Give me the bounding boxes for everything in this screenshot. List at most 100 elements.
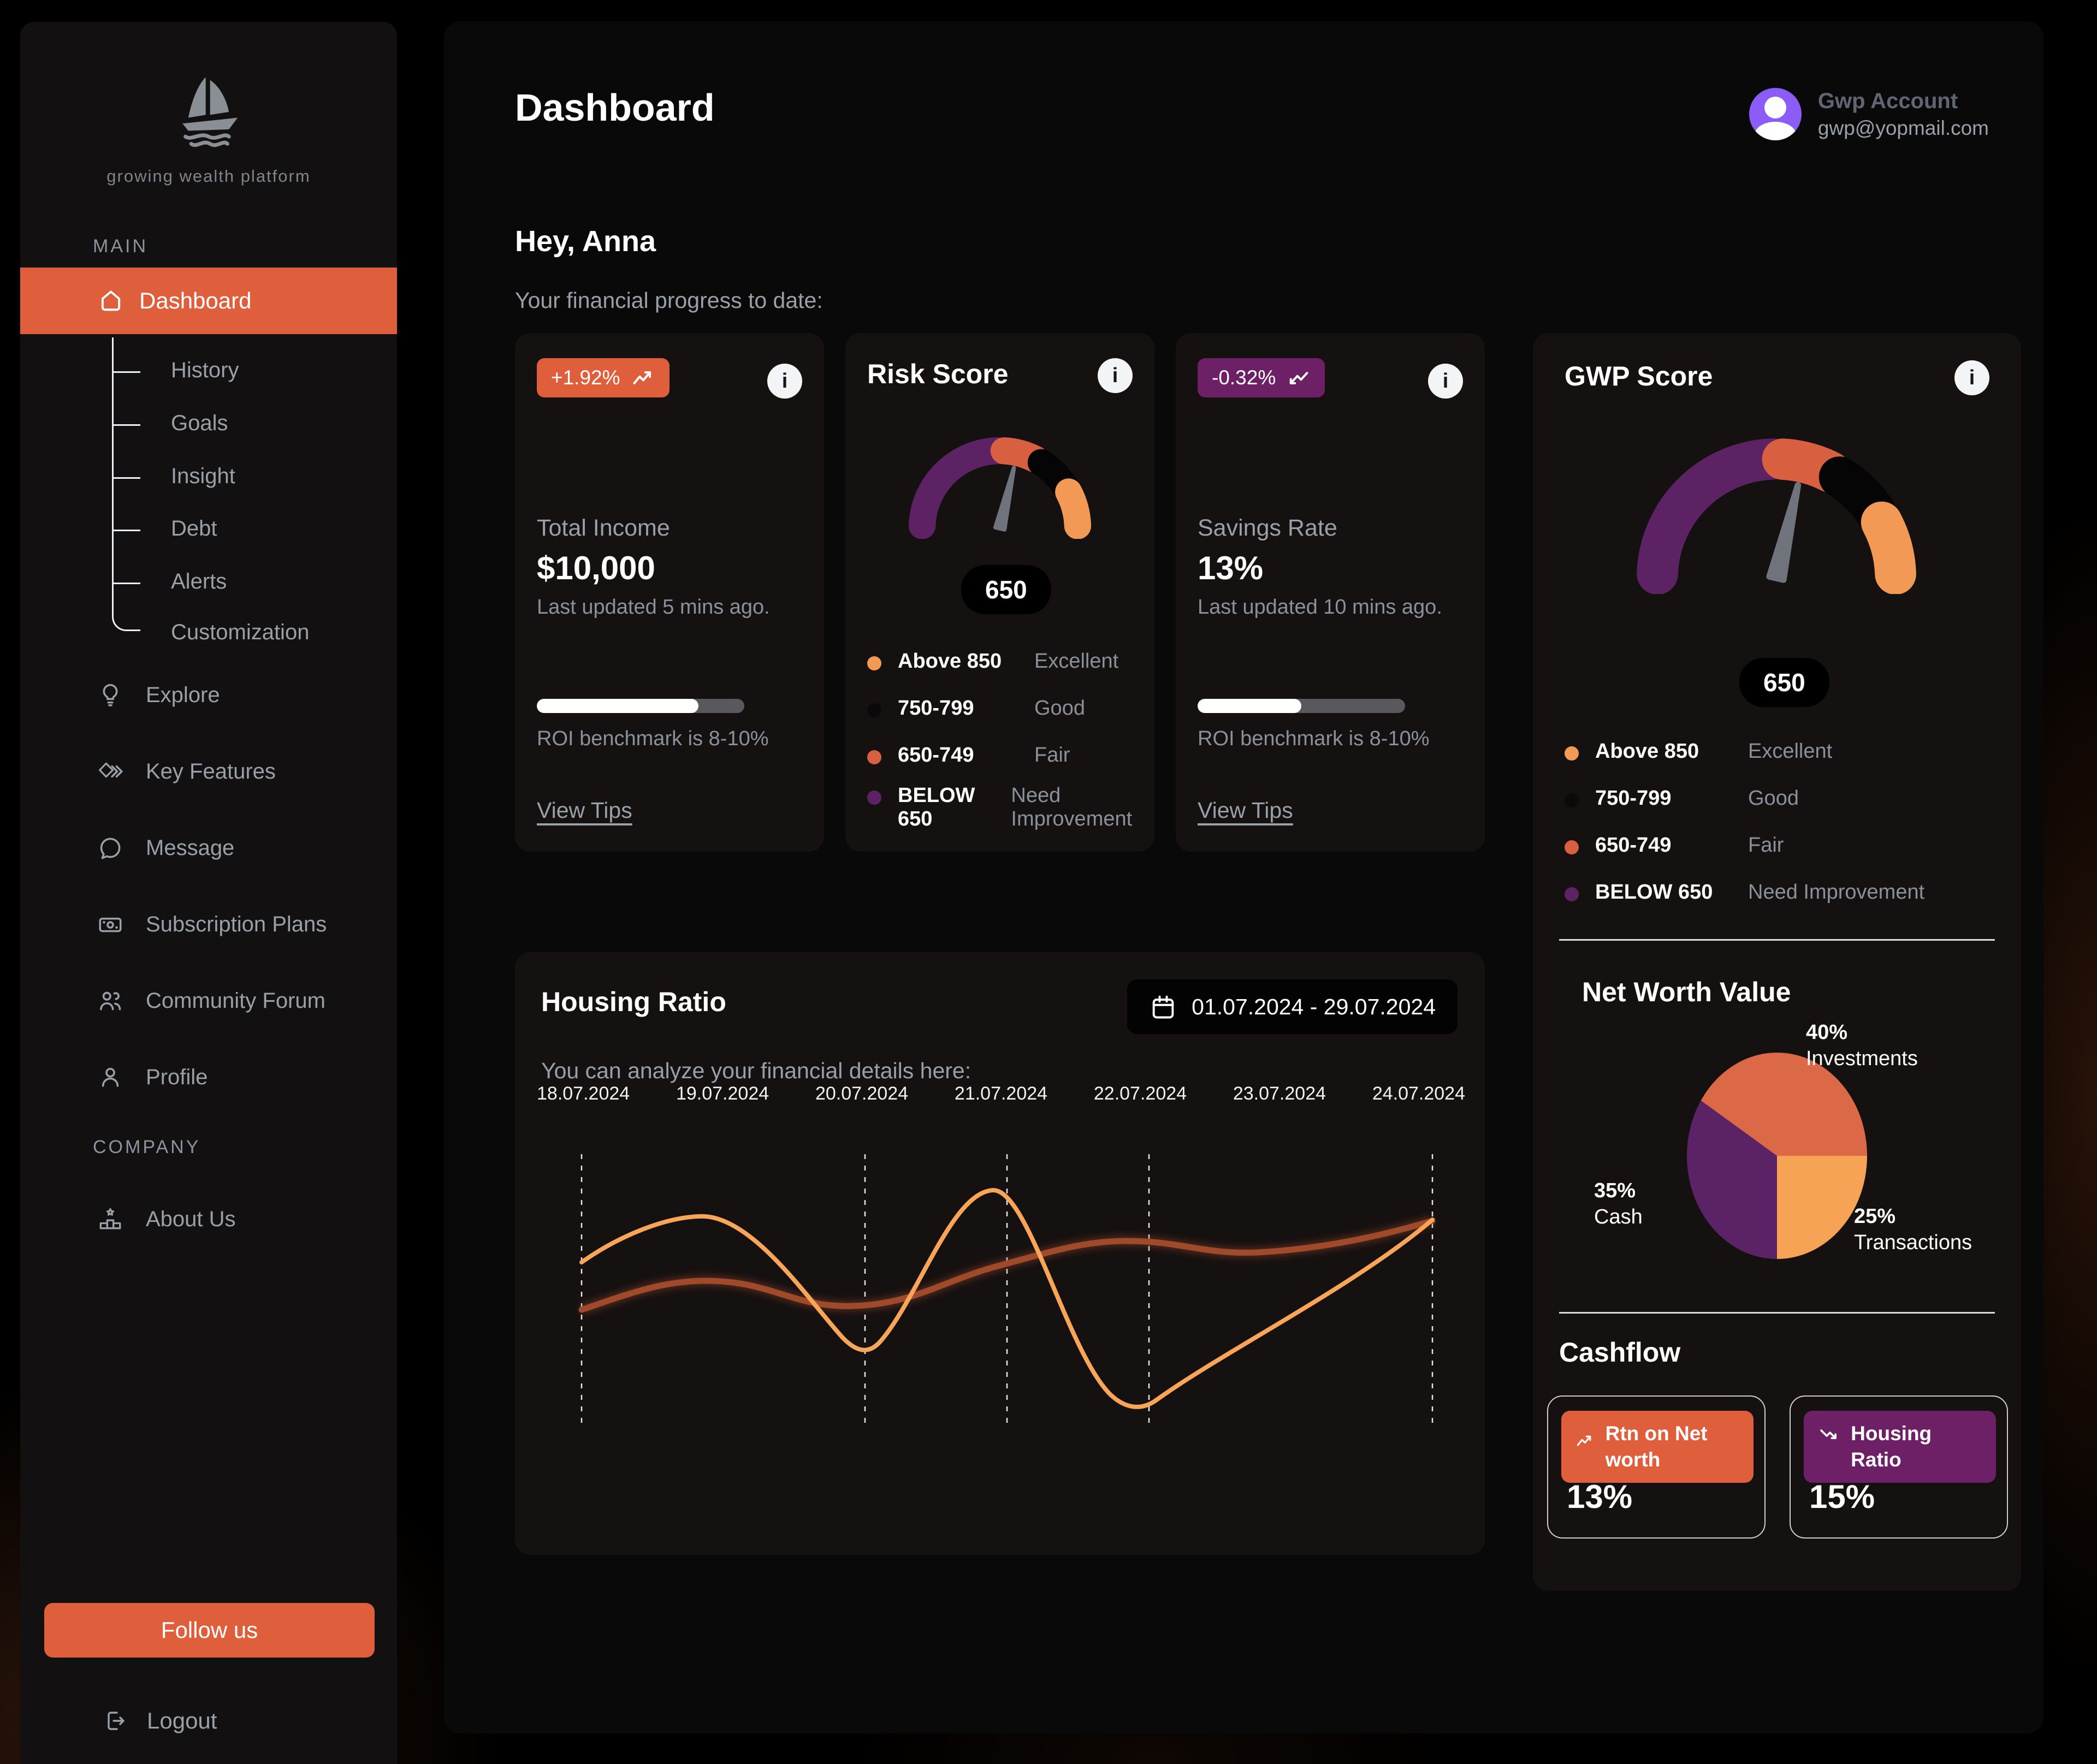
legend-dot [1565,840,1579,854]
risk-score-value: 650 [961,565,1051,614]
chat-bubble-icon [100,838,121,859]
account-email: gwp@yopmail.com [1817,116,1989,139]
net-worth-title: Net Worth Value [1582,977,1791,1007]
brand-name: growing wealth platform [106,167,311,186]
x-tick: 23.07.2024 [1233,1083,1326,1104]
income-value: $10,000 [537,550,655,586]
income-progress-bar [537,699,744,713]
pie-label-cash: 35% Cash [1594,1179,1643,1228]
follow-us-button[interactable]: Follow us [44,1603,375,1658]
legend-item: 650-749 Fair [1565,834,1784,857]
pie-label-transactions: 25% Transactions [1854,1205,1972,1254]
trend-down-icon [1820,1429,1837,1439]
housing-ratio-title: Housing Ratio [541,987,726,1017]
sidebar-item-key-features[interactable]: Key Features [97,758,276,785]
net-worth-pie-chart [1687,1053,1867,1259]
sidebar-item-customization[interactable]: Customization [171,620,310,644]
total-income-card: +1.92% i Total Income $10,000 Last updat… [515,333,824,852]
legend-item: Above 850 Excellent [1565,740,1832,763]
info-icon[interactable]: i [1428,364,1463,399]
tree-tick [112,371,140,373]
logout-icon [108,1712,125,1730]
divider [1559,1312,1995,1314]
housing-ratio-line-chart [578,1154,1436,1424]
sidebar-item-about-us[interactable]: About Us [97,1205,236,1233]
sidebar-item-dashboard[interactable]: Dashboard [20,268,397,334]
sailboat-icon [182,77,238,147]
savings-value: 13% [1198,550,1264,586]
brand-logo: growing wealth platform [20,66,397,186]
user-icon [102,1067,119,1087]
x-tick: 19.07.2024 [676,1083,769,1104]
pie-label-investments: 40% Investments [1806,1021,1918,1070]
calendar-icon [1152,995,1174,1019]
risk-score-card: Risk Score i 650 Above 850 Excellent 750… [845,333,1154,852]
menu-label: Explore [146,682,220,707]
sidebar-item-community-forum[interactable]: Community Forum [97,987,325,1014]
gwp-score-title: GWP Score [1565,361,1713,391]
housing-badge: Housing Ratio [1804,1411,1996,1483]
trend-up-icon [633,371,651,384]
savings-benchmark: ROI benchmark is 8-10% [1198,727,1430,750]
view-tips-link[interactable]: View Tips [1198,798,1293,823]
housing-ratio-card: Housing Ratio 01.07.2024 - 29.07.2024 Yo… [515,952,1485,1555]
return-value: 13% [1567,1478,1633,1515]
trend-up-icon [1577,1435,1591,1446]
income-updated: Last updated 5 mins ago. [537,596,770,619]
sidebar-item-subscription-plans[interactable]: Subscription Plans [97,911,327,938]
divider [1559,939,1995,941]
sidebar-item-insight[interactable]: Insight [171,464,235,488]
income-change-badge: +1.92% [537,358,670,397]
logout-button[interactable]: Logout [102,1708,217,1734]
view-tips-link[interactable]: View Tips [537,798,632,823]
return-badge: Rtn on Net worth [1561,1411,1754,1483]
avatar [1749,88,1802,140]
cashflow-title: Cashflow [1559,1337,1681,1368]
home-icon [101,290,121,311]
savings-progress-bar [1198,699,1405,713]
subnav-tree-curve [112,579,140,631]
series-dark [578,1217,1436,1313]
podium-icon [99,1208,121,1230]
info-icon[interactable]: i [1954,360,1989,395]
menu-label: About Us [146,1207,236,1231]
main-content: Dashboard Gwp Account gwp@yopmail.com He… [444,21,2043,1733]
legend-item: 750-799 Good [1565,787,1799,810]
account-name: Gwp Account [1817,88,1958,113]
menu-label: Community Forum [146,988,325,1013]
legend-item: BELOW 650 Need Improvement [867,784,1140,831]
cashflow-housing-card[interactable]: Housing Ratio 15% [1790,1395,2008,1539]
menu-label: Message [146,835,235,860]
x-tick: 18.07.2024 [537,1083,630,1104]
sidebar-item-goals[interactable]: Goals [171,411,228,435]
x-tick: 20.07.2024 [815,1083,909,1104]
sidebar-item-debt[interactable]: Debt [171,516,217,541]
info-icon[interactable]: i [1098,358,1133,393]
date-range-picker[interactable]: 01.07.2024 - 29.07.2024 [1127,979,1458,1034]
sidebar-section-main: MAIN [93,236,148,257]
x-axis-labels: 18.07.2024 19.07.2024 20.07.2024 21.07.2… [537,1083,1465,1104]
savings-change-value: -0.32% [1212,366,1276,389]
legend-dot [867,703,881,717]
sidebar-item-explore[interactable]: Explore [97,681,220,709]
legend-item: BELOW 650 Need Improvement [1565,881,1924,904]
sidebar-item-message[interactable]: Message [97,834,234,862]
cashflow-return-card[interactable]: Rtn on Net worth 13% [1547,1395,1766,1539]
legend-item: Above 850 Excellent [867,650,1135,673]
risk-gauge-chart [908,437,1092,539]
sidebar: growing wealth platform MAIN Dashboard H… [20,22,397,1764]
account-chip[interactable]: Gwp Account gwp@yopmail.com [1749,88,1989,140]
logout-label: Logout [147,1708,217,1733]
key-features-icon [99,762,123,778]
gwp-gauge-chart [1637,438,1916,594]
housing-ratio-subtitle: You can analyze your financial details h… [541,1058,972,1083]
sidebar-item-profile[interactable]: Profile [97,1064,208,1091]
legend-dot [867,791,881,805]
page-title: Dashboard [515,86,715,129]
sidebar-item-alerts[interactable]: Alerts [171,569,227,593]
info-icon[interactable]: i [767,364,802,399]
sidebar-item-history[interactable]: History [171,358,239,382]
gwp-score-card: GWP Score i 650 Above 850 Excellent 750-… [1533,333,2021,1591]
legend-item: 650-749 Fair [867,744,1135,767]
